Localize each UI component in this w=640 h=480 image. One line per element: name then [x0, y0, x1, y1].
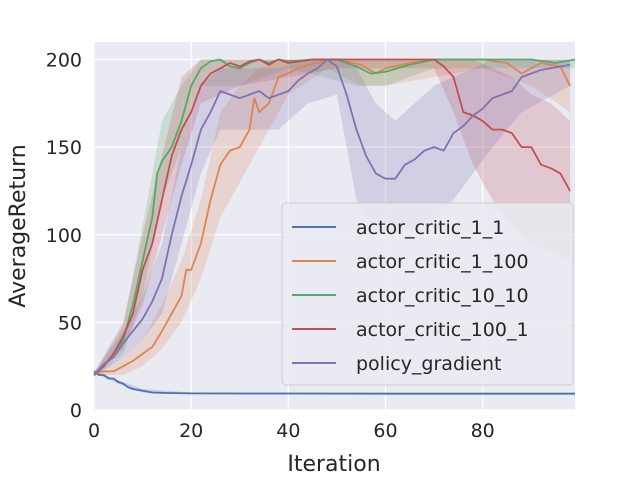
- x-tick-label: 0: [88, 420, 100, 442]
- line-actor_critic_100_1: [93, 58, 571, 376]
- legend-label: actor_critic_1_1: [356, 217, 504, 239]
- legend-label: policy_gradient: [356, 353, 501, 375]
- legend-label: actor_critic_10_10: [356, 285, 529, 307]
- y-tick-labels: 0 50 100 150 200: [46, 50, 82, 422]
- legend-label: actor_critic_1_100: [356, 251, 529, 273]
- line-actor_critic_1_1: [93, 370, 575, 395]
- x-tick-label: 40: [276, 420, 300, 442]
- y-tick-label: 0: [70, 400, 82, 422]
- x-axis-label: Iteration: [287, 452, 380, 477]
- legend: actor_critic_1_1 actor_critic_1_100 actor_…: [281, 202, 574, 386]
- line-actor_critic_10_10: [93, 58, 576, 376]
- x-tick-label: 60: [373, 420, 397, 442]
- band-actor_critic_1_1: [94, 369, 575, 395]
- x-tick-label: 80: [471, 420, 495, 442]
- y-tick-label: 200: [46, 50, 82, 72]
- y-tick-label: 50: [58, 312, 82, 334]
- x-tick-label: 20: [179, 420, 203, 442]
- legend-label: actor_critic_100_1: [356, 319, 529, 341]
- line-policy_gradient: [93, 58, 571, 376]
- band-actor_critic_1_100: [94, 59, 571, 375]
- band-actor_critic_100_1: [94, 59, 571, 377]
- legend-box: [281, 202, 574, 386]
- y-axis-label: AverageReturn: [6, 144, 31, 307]
- y-tick-label: 100: [46, 225, 82, 247]
- x-tick-labels: 0 20 40 60 80: [88, 420, 495, 442]
- y-tick-label: 150: [46, 137, 82, 159]
- series-lines: [93, 58, 576, 395]
